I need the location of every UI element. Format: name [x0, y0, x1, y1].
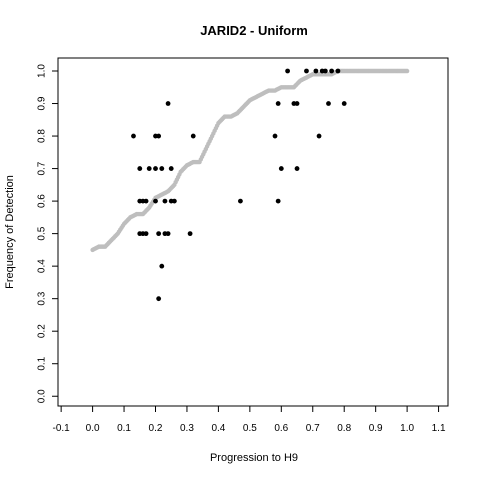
observed-point	[272, 133, 278, 139]
curve-point	[404, 68, 410, 74]
observed-point	[159, 263, 165, 269]
observed-point	[275, 101, 281, 106]
observed-points-series	[131, 68, 347, 302]
observed-point	[304, 68, 309, 74]
observed-point	[329, 68, 335, 74]
x-tick-label: 0.5	[243, 423, 257, 434]
y-tick-label: 0.3	[37, 291, 48, 305]
observed-point	[322, 68, 328, 74]
observed-point	[159, 166, 165, 171]
x-tick-label: 0.9	[369, 423, 383, 434]
y-tick-label: 0.8	[37, 129, 48, 143]
x-tick-label: 0.7	[306, 423, 320, 434]
plot-area-border	[57, 57, 449, 407]
observed-point	[294, 101, 300, 106]
y-tick-label: 1.0	[37, 64, 48, 78]
observed-point	[316, 133, 322, 139]
y-tick-label: 0.5	[37, 226, 48, 240]
observed-point	[156, 231, 162, 237]
y-tick-label: 0.7	[37, 161, 48, 175]
chart-title: JARID2 - Uniform	[200, 23, 308, 38]
x-tick-label: 0.2	[149, 423, 163, 434]
x-tick-label: 0.6	[274, 423, 288, 434]
x-tick-label: 0.3	[180, 423, 194, 434]
observed-point	[275, 198, 281, 204]
y-tick-label: 0.6	[37, 194, 48, 208]
observed-point	[143, 231, 149, 237]
observed-point	[153, 166, 158, 171]
observed-point	[162, 198, 168, 204]
observed-point	[143, 198, 149, 204]
x-tick-label: 1.1	[432, 423, 446, 434]
observed-point	[294, 166, 300, 171]
y-tick-label: 0.1	[37, 356, 48, 370]
y-tick-label: 0.2	[37, 324, 48, 338]
observed-point	[313, 68, 319, 74]
y-tick-label: 0.4	[37, 259, 48, 273]
y-tick-label: 0.0	[37, 389, 48, 403]
observed-point	[171, 198, 177, 204]
observed-point	[335, 68, 341, 74]
x-tick-label: 0.8	[337, 423, 351, 434]
observed-point	[238, 198, 243, 204]
expected-curve-series	[90, 68, 410, 253]
observed-point	[156, 296, 162, 302]
observed-point	[165, 101, 171, 106]
observed-point	[156, 133, 162, 139]
x-tick-label: 0.0	[86, 423, 100, 434]
observed-point	[165, 231, 171, 237]
observed-point	[190, 133, 196, 139]
x-tick-label: 0.1	[117, 423, 131, 434]
x-axis-label: Progression to H9	[210, 452, 298, 464]
observed-point	[285, 68, 290, 74]
x-tick-label: 1.0	[400, 423, 414, 434]
y-axis-label: Frequency of Detection	[4, 175, 16, 289]
x-tick-label: 0.4	[211, 423, 225, 434]
observed-point	[168, 166, 174, 171]
y-tick-label: 0.9	[37, 96, 48, 110]
observed-point	[278, 166, 284, 171]
observed-point	[341, 101, 347, 106]
observed-point	[326, 101, 331, 106]
observed-point	[187, 231, 193, 237]
observed-point	[131, 133, 136, 139]
observed-point	[137, 166, 143, 171]
observed-point	[146, 166, 152, 171]
y-axis: 0.0 0.1 0.2 0.3 0.4 0.5 0.6 0.7 0.8 0.9 1.0	[37, 64, 58, 403]
observed-point	[153, 198, 158, 204]
x-tick-label: -0.1	[53, 423, 71, 434]
x-axis: -0.1 0.0 0.1 0.2 0.3 0.4 0.5 0.6 0.7 0.8 0.9 1.0 1.1	[53, 406, 446, 434]
